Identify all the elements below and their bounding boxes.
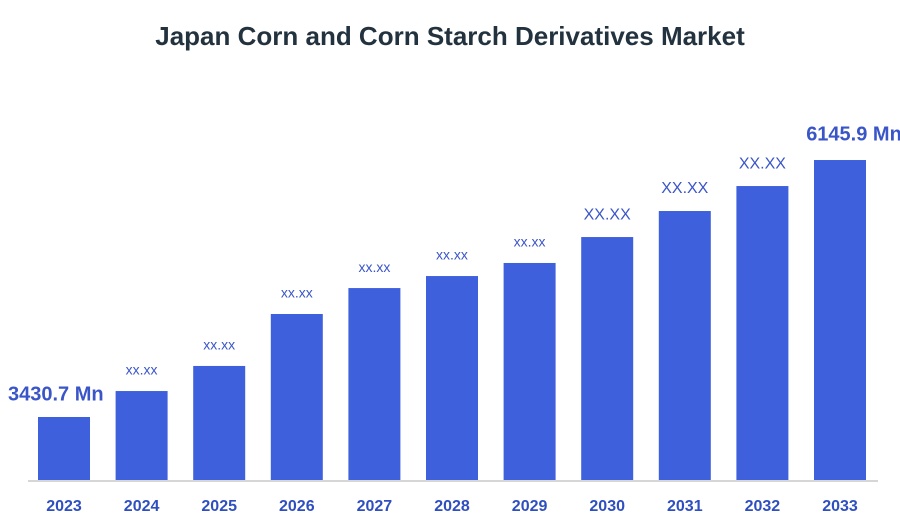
x-tick-label: 2027 bbox=[357, 498, 393, 515]
value-label: XX.XX bbox=[584, 206, 631, 223]
x-tick-label: 2030 bbox=[589, 498, 625, 515]
x-tick-label: 2032 bbox=[745, 498, 781, 515]
chart-title: Japan Corn and Corn Starch Derivatives M… bbox=[155, 21, 745, 51]
bar bbox=[426, 276, 478, 480]
x-tick-label: 2028 bbox=[434, 498, 470, 515]
bar bbox=[658, 211, 711, 480]
bar bbox=[348, 288, 401, 480]
x-tick-label: 2026 bbox=[279, 498, 315, 515]
bar bbox=[503, 262, 556, 480]
bar bbox=[814, 160, 866, 480]
bar bbox=[270, 313, 323, 480]
x-tick-label: 2033 bbox=[822, 498, 858, 515]
x-tick-label: 2024 bbox=[124, 498, 160, 515]
bar bbox=[193, 365, 246, 480]
value-label: xx.xx bbox=[126, 362, 158, 378]
x-tick-label: 2023 bbox=[46, 498, 82, 515]
value-label: 6145.9 Mn bbox=[806, 123, 900, 145]
bar bbox=[581, 237, 634, 480]
value-label: XX.XX bbox=[661, 180, 708, 197]
value-label: xx.xx bbox=[514, 234, 546, 250]
value-label: xx.xx bbox=[281, 285, 313, 301]
x-tick-label: 2029 bbox=[512, 498, 548, 515]
x-tick-label: 2025 bbox=[201, 498, 237, 515]
value-label: xx.xx bbox=[203, 337, 235, 353]
value-label: XX.XX bbox=[739, 155, 786, 172]
value-label: xx.xx bbox=[436, 247, 468, 263]
x-tick-label: 2031 bbox=[667, 498, 703, 515]
value-label: 3430.7 Mn bbox=[8, 383, 104, 405]
bar bbox=[736, 186, 789, 480]
bar bbox=[115, 391, 168, 480]
bar bbox=[38, 416, 90, 480]
value-label: xx.xx bbox=[358, 259, 390, 275]
